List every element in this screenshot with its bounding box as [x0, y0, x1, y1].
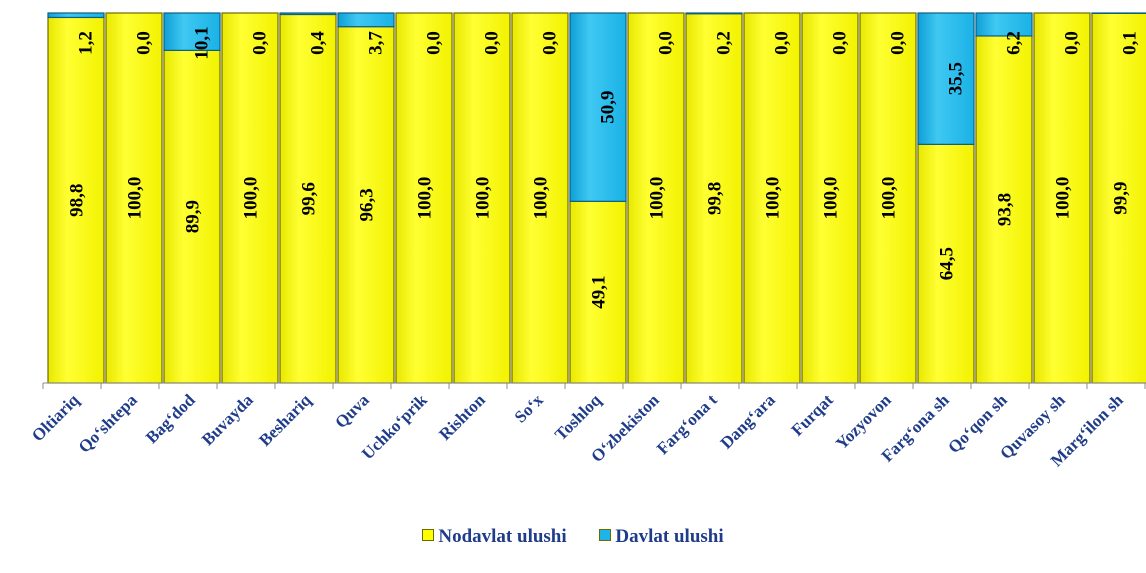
bar-nodavlat-1: [105, 12, 163, 384]
bar-nodavlat-12: [743, 12, 801, 384]
bar-nodavlat-13: [801, 12, 859, 384]
data-label-nodavlat-13: 100,0: [821, 177, 842, 220]
category-label-3: Buvayda: [198, 390, 257, 449]
category-label-5: Quva: [331, 390, 373, 432]
bar-nodavlat-15: [917, 143, 975, 384]
data-label-nodavlat-11: 99,8: [705, 182, 726, 215]
bar-davlat-9: [569, 12, 627, 202]
legend-label-davlat: Davlat ulushi: [615, 526, 724, 547]
data-label-nodavlat-4: 99,6: [299, 182, 320, 215]
data-label-davlat-12: 0,0: [772, 31, 793, 55]
bar-davlat-2: [163, 12, 221, 51]
data-label-nodavlat-15: 64,5: [937, 247, 958, 280]
bar-nodavlat-0: [47, 16, 105, 384]
data-label-davlat-3: 0,0: [250, 31, 271, 55]
bar-davlat-4: [279, 12, 337, 16]
data-label-nodavlat-6: 100,0: [415, 177, 436, 220]
category-label-4: Beshariq: [255, 390, 315, 450]
legend-swatch-nodavlat: [422, 529, 435, 541]
category-label-11: Farg‘ona t: [653, 390, 721, 458]
bar-davlat-0: [47, 12, 105, 19]
category-label-2: Bag‘dod: [142, 390, 199, 447]
data-label-davlat-14: 0,0: [888, 31, 909, 55]
bar-nodavlat-4: [279, 13, 337, 384]
data-label-davlat-1: 0,0: [134, 31, 155, 55]
data-label-nodavlat-5: 96,3: [357, 188, 378, 221]
legend-swatch-davlat: [599, 529, 612, 541]
bar-nodavlat-17: [1033, 12, 1091, 384]
category-label-9: Toshloq: [551, 390, 605, 444]
data-label-davlat-6: 0,0: [424, 31, 445, 55]
bar-nodavlat-14: [859, 12, 917, 384]
data-label-davlat-10: 0,0: [656, 31, 677, 55]
data-label-davlat-15: 35,5: [946, 62, 967, 95]
data-label-davlat-2: 10,1: [192, 26, 213, 59]
category-label-7: Rishton: [435, 390, 489, 444]
data-label-davlat-7: 0,0: [482, 31, 503, 55]
bar-nodavlat-18: [1091, 12, 1146, 384]
legend-label-nodavlat: Nodavlat ulushi: [438, 526, 567, 547]
data-label-nodavlat-0: 98,8: [67, 184, 88, 217]
data-label-davlat-18: 0,1: [1120, 31, 1141, 55]
data-label-davlat-8: 0,0: [540, 31, 561, 55]
data-label-davlat-0: 1,2: [76, 31, 97, 55]
bar-nodavlat-10: [627, 12, 685, 384]
data-label-davlat-11: 0,2: [714, 31, 735, 55]
data-label-davlat-13: 0,0: [830, 31, 851, 55]
data-label-nodavlat-1: 100,0: [125, 177, 146, 220]
data-label-nodavlat-2: 89,9: [183, 200, 204, 233]
category-label-1: Qo‘shtepa: [75, 390, 142, 457]
stacked-bar-chart: 98,8 1,2 100,0 0,0 89,9 10,1 100,0 0,0 99,6 0,4 96…: [28, 12, 1146, 470]
bar-nodavlat-6: [395, 12, 453, 384]
data-label-nodavlat-10: 100,0: [647, 177, 668, 220]
legend: Nodavlat ulushi Davlat ulushi: [0, 526, 1146, 548]
legend-item-davlat: Davlat ulushi: [599, 526, 724, 548]
category-label-0: Oltiariq: [28, 390, 83, 445]
data-label-davlat-17: 0,0: [1062, 31, 1083, 55]
bar-davlat-5: [337, 12, 395, 28]
bar-davlat-16: [975, 12, 1033, 37]
data-label-davlat-16: 6,2: [1004, 31, 1025, 55]
legend-item-nodavlat: Nodavlat ulushi: [422, 526, 567, 548]
bar-nodavlat-3: [221, 12, 279, 384]
bar-nodavlat-9: [569, 200, 627, 384]
data-label-davlat-5: 3,7: [366, 31, 387, 55]
bars-group: 98,8 1,2 100,0 0,0 89,9 10,1 100,0 0,0 99,6 0,4 96…: [47, 12, 1146, 384]
category-label-8: So‘x: [511, 390, 547, 426]
bar-davlat-11: [685, 12, 743, 15]
data-label-davlat-9: 50,9: [598, 91, 619, 124]
x-axis: [42, 382, 1146, 389]
bar-davlat-15: [917, 12, 975, 145]
category-label-12: Dang‘ara: [717, 390, 780, 453]
data-label-davlat-4: 0,4: [308, 31, 329, 55]
data-label-nodavlat-14: 100,0: [879, 177, 900, 220]
data-label-nodavlat-8: 100,0: [531, 177, 552, 220]
data-label-nodavlat-3: 100,0: [241, 177, 262, 220]
category-label-13: Furqat: [788, 390, 838, 440]
bar-nodavlat-16: [975, 35, 1033, 384]
data-label-nodavlat-9: 49,1: [589, 276, 610, 309]
data-label-nodavlat-17: 100,0: [1053, 177, 1074, 220]
bar-nodavlat-8: [511, 12, 569, 384]
data-label-nodavlat-7: 100,0: [473, 177, 494, 220]
data-label-nodavlat-12: 100,0: [763, 177, 784, 220]
data-label-nodavlat-18: 99,9: [1111, 182, 1132, 215]
data-label-nodavlat-16: 93,8: [995, 193, 1016, 226]
